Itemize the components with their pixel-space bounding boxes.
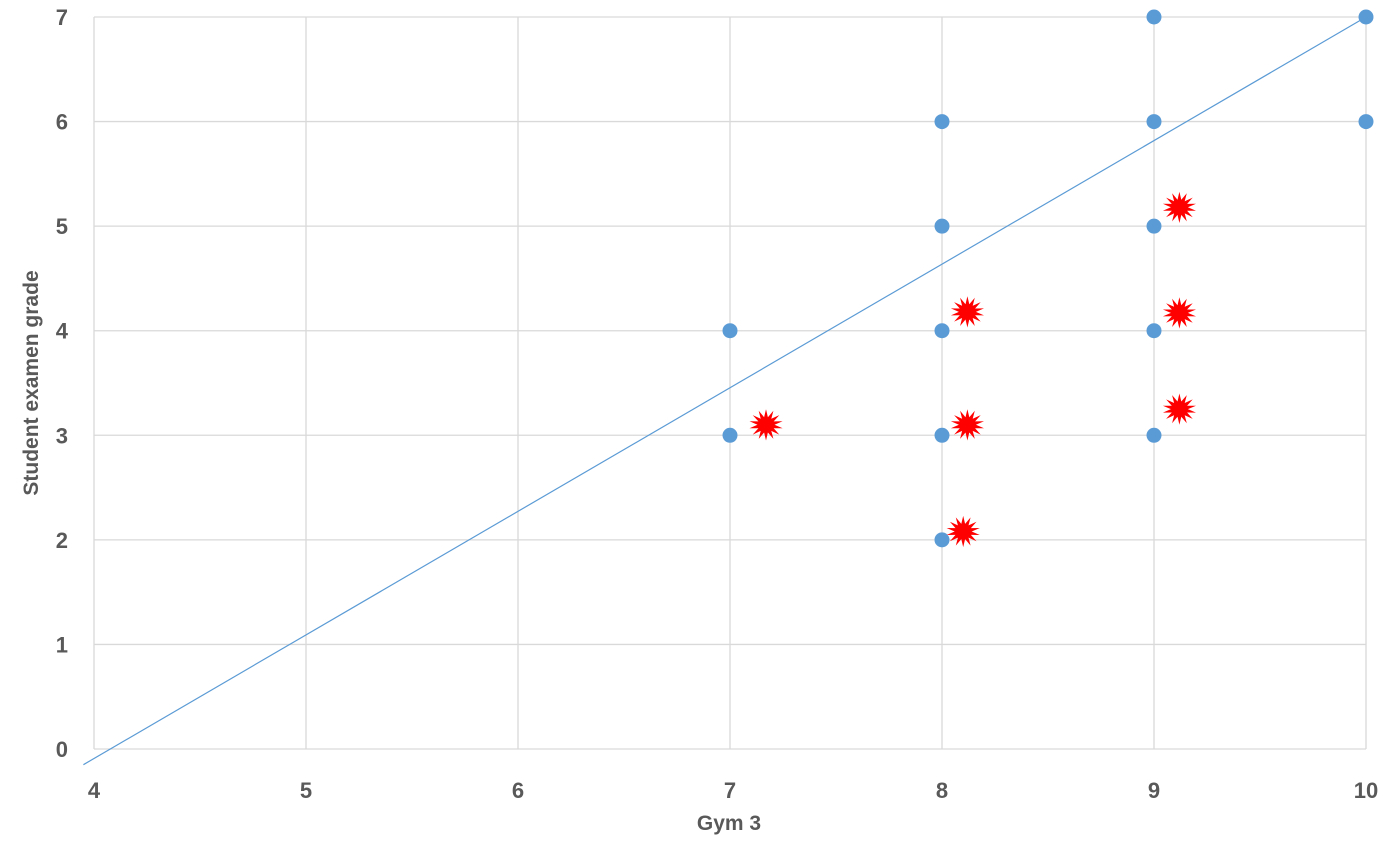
data-point xyxy=(934,323,950,339)
data-point xyxy=(934,114,950,130)
x-tick-label: 7 xyxy=(724,778,736,803)
y-tick-labels: 0 1 2 3 4 5 6 7 xyxy=(56,5,69,762)
data-point xyxy=(1358,9,1374,25)
burst-marker xyxy=(950,409,984,441)
y-tick-label: 6 xyxy=(56,110,68,135)
data-point xyxy=(1146,218,1162,234)
data-point xyxy=(934,427,950,443)
data-point xyxy=(722,427,738,443)
y-tick-label: 7 xyxy=(56,5,68,30)
y-tick-label: 3 xyxy=(56,423,68,448)
data-point xyxy=(1146,114,1162,130)
x-tick-label: 9 xyxy=(1148,778,1160,803)
gridlines xyxy=(93,16,1367,750)
x-axis-title: Gym 3 xyxy=(697,812,761,835)
y-tick-label: 0 xyxy=(56,737,68,762)
data-point xyxy=(722,323,738,339)
burst-marker xyxy=(950,296,984,328)
x-tick-label: 5 xyxy=(300,778,312,803)
x-tick-label: 8 xyxy=(936,778,948,803)
trendline xyxy=(83,16,1367,766)
data-point xyxy=(934,218,950,234)
data-point xyxy=(934,532,950,548)
burst-annotations xyxy=(749,191,1196,548)
y-tick-label: 1 xyxy=(56,632,68,657)
burst-marker xyxy=(749,409,783,441)
x-tick-label: 6 xyxy=(512,778,524,803)
burst-marker xyxy=(1162,393,1196,425)
data-point xyxy=(1358,114,1374,130)
x-tick-labels: 4 5 6 7 8 9 10 xyxy=(88,778,1378,803)
y-tick-label: 5 xyxy=(56,214,68,239)
x-tick-label: 4 xyxy=(88,778,101,803)
trendline-group xyxy=(83,16,1367,766)
data-point xyxy=(1146,323,1162,339)
data-point xyxy=(1146,9,1162,25)
data-points xyxy=(722,9,1374,548)
burst-marker xyxy=(1162,297,1196,329)
burst-marker xyxy=(1162,191,1196,223)
y-tick-label: 2 xyxy=(56,528,68,553)
y-tick-label: 4 xyxy=(56,319,69,344)
y-axis-title: Student examen grade xyxy=(20,270,43,495)
data-point xyxy=(1146,427,1162,443)
burst-marker xyxy=(946,515,980,548)
x-tick-label: 10 xyxy=(1354,778,1378,803)
